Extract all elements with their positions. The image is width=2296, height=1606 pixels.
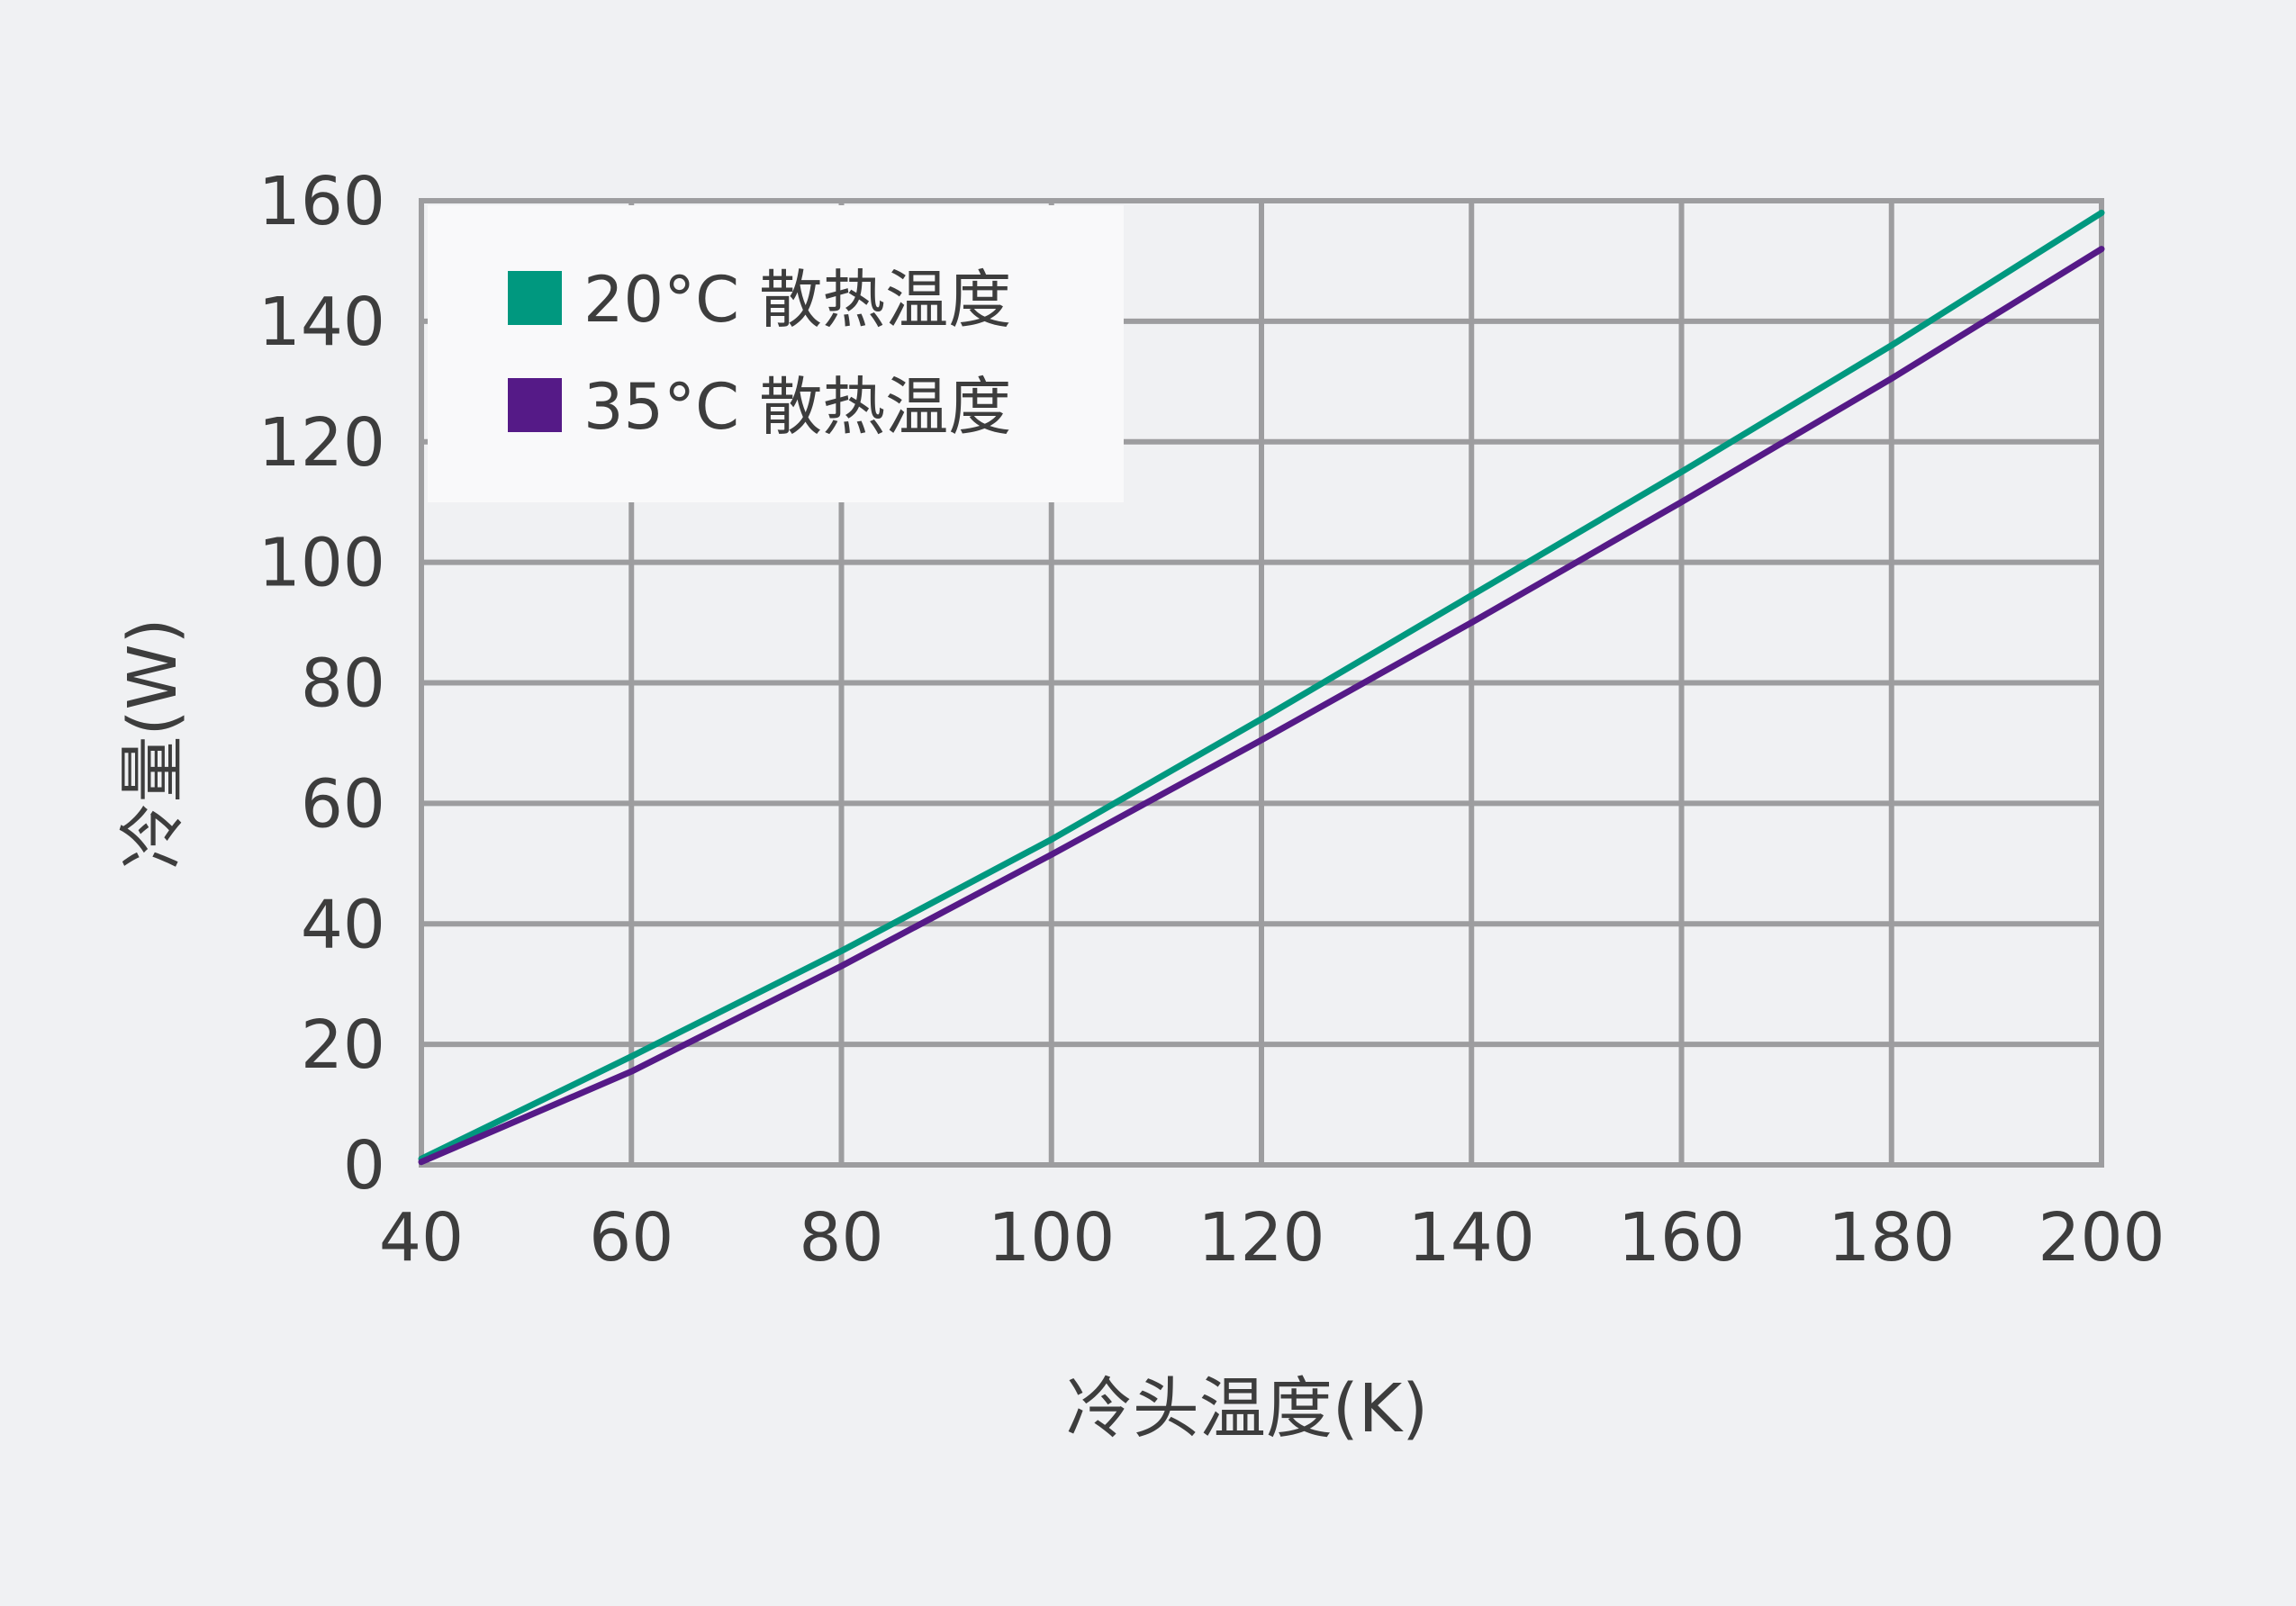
legend-swatch-2 [508,378,562,432]
x-tick-label-3: 100 [988,1199,1115,1277]
y-tick-label-4: 80 [301,645,385,723]
x-tick-label-4: 120 [1198,1199,1324,1277]
x-tick-label-1: 60 [589,1199,673,1277]
x-tick-label-2: 80 [799,1199,883,1277]
series-lines [418,209,2105,1166]
x-tick-label-7: 180 [1828,1199,1955,1277]
plot-frame [419,198,2104,1168]
y-axis-label: 冷量(W) [114,618,192,870]
y-tick-label-1: 20 [301,1006,385,1084]
y-tick-label-6: 120 [258,404,385,482]
y-tick-label-8: 160 [258,163,385,240]
y-tick-label-7: 140 [258,284,385,361]
legend-label-1: 20°C 散热温度 [583,263,1011,337]
series-line-2 [418,246,2105,1166]
x-tick-label-0: 40 [379,1199,464,1277]
y-tick-label-0: 0 [343,1127,385,1204]
x-axis-ticks: 40 60 80 100 120 140 160 180 200 [379,1199,2165,1277]
y-tick-label-5: 100 [258,525,385,602]
series-line-1 [418,209,2105,1162]
y-tick-label-3: 60 [301,765,385,843]
legend-swatch-1 [508,271,562,325]
x-tick-label-5: 140 [1408,1199,1535,1277]
legend-box [428,205,1124,502]
legend-label-2: 35°C 散热温度 [583,370,1011,444]
x-tick-label-6: 160 [1618,1199,1745,1277]
legend: 20°C 散热温度 35°C 散热温度 [508,263,1011,444]
x-axis-label: 冷头温度(K) [1066,1370,1428,1448]
x-tick-label-8: 200 [2038,1199,2165,1277]
y-tick-label-2: 40 [301,886,385,963]
y-axis-ticks: 0 20 40 60 80 100 120 140 160 [258,163,385,1204]
